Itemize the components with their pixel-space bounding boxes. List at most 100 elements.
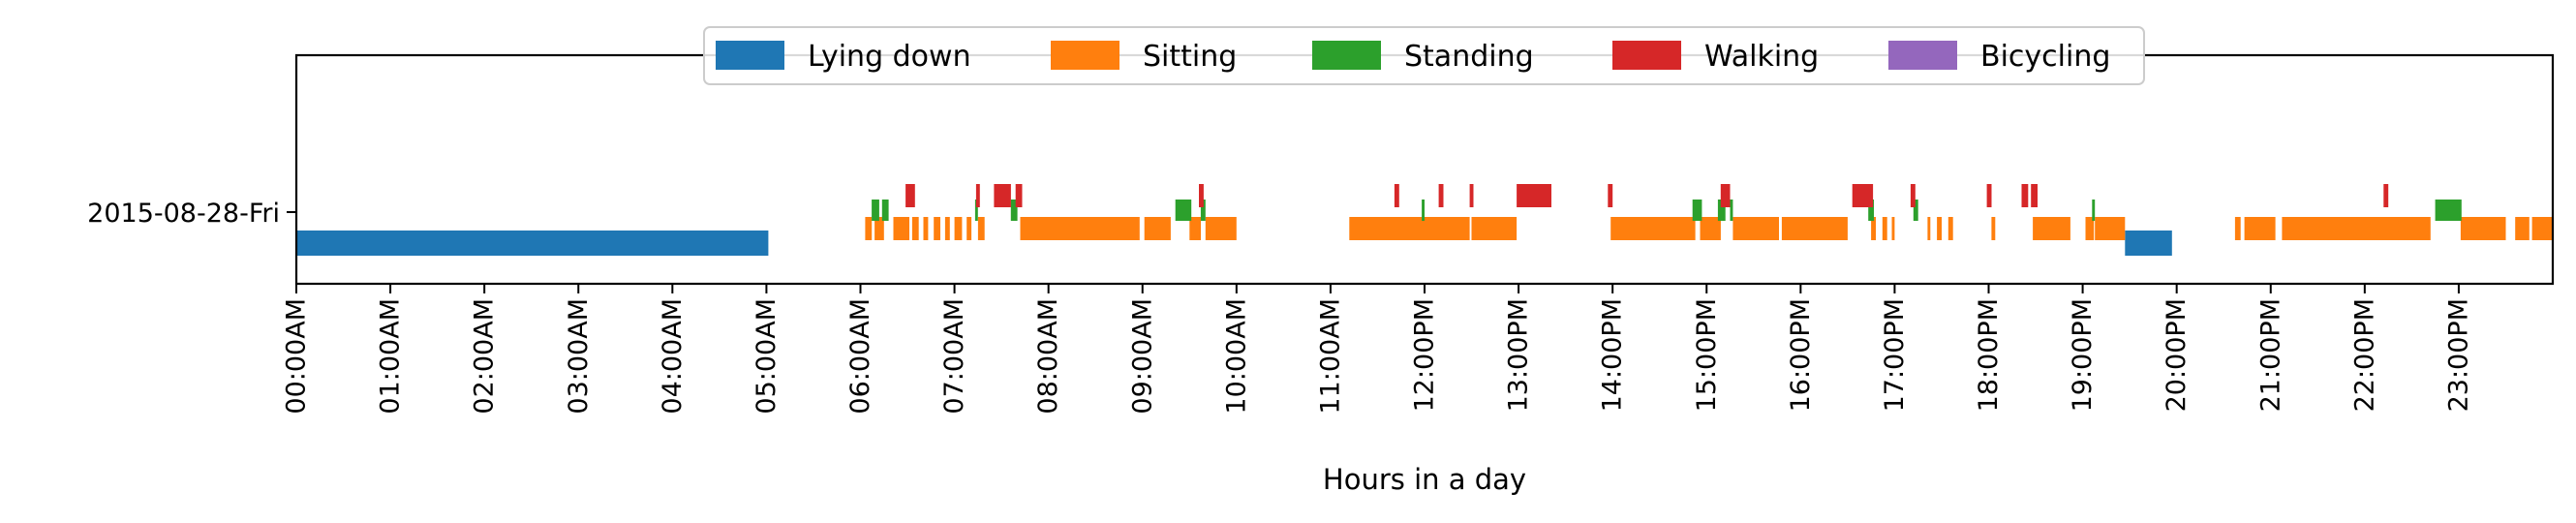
x-tick-label: 02:00AM — [470, 298, 500, 415]
x-tick-label: 10:00AM — [1221, 298, 1251, 415]
activity-bar-walking — [2383, 184, 2389, 207]
activity-bar-sitting — [2531, 217, 2553, 240]
x-tick-label: 03:00AM — [564, 298, 594, 415]
x-tick-label: 21:00PM — [2255, 298, 2285, 412]
activity-bar-walking — [994, 184, 1011, 207]
series-lying-down — [296, 231, 2172, 256]
x-tick-label: 12:00PM — [1410, 298, 1440, 412]
activity-bar-sitting — [1610, 217, 1696, 240]
activity-bar-sitting — [1349, 217, 1470, 240]
activity-bar-sitting — [865, 217, 873, 240]
activity-bar-sitting — [2234, 217, 2241, 240]
legend-label-sitting: Sitting — [1143, 40, 1237, 74]
activity-bar-sitting — [1882, 217, 1887, 240]
y-tick-label: 2015-08-28-Fri — [87, 199, 280, 229]
x-tick-label: 22:00PM — [2349, 298, 2379, 412]
activity-bar-standing — [1717, 200, 1726, 221]
x-tick-label: 01:00AM — [376, 298, 406, 415]
activity-bar-sitting — [1991, 217, 1996, 240]
x-tick-label: 15:00PM — [1692, 298, 1722, 412]
legend-swatch-lying-down — [716, 41, 784, 70]
activity-bar-sitting — [1937, 217, 1942, 240]
activity-bar-sitting — [2460, 217, 2506, 240]
x-tick-label: 19:00PM — [2068, 298, 2098, 412]
activity-bar-sitting — [874, 217, 884, 240]
x-tick-label: 07:00AM — [939, 298, 969, 415]
activity-bar-standing — [2435, 200, 2462, 221]
x-tick-label: 06:00AM — [845, 298, 875, 415]
series-sitting — [865, 217, 2553, 240]
activity-bar-standing — [881, 200, 889, 221]
activity-bar-standing — [1692, 200, 1702, 221]
activity-bar-sitting — [2282, 217, 2431, 240]
activity-bar-sitting — [1927, 217, 1931, 240]
x-tick-label: 18:00PM — [1974, 298, 2004, 412]
activity-bar-sitting — [1947, 217, 1953, 240]
y-axis-ticks: 2015-08-28-Fri — [87, 199, 296, 229]
activity-bar-walking — [1438, 184, 1444, 207]
series-walking — [905, 184, 2389, 207]
activity-bar-sitting — [893, 217, 909, 240]
activity-bar-sitting — [954, 217, 963, 240]
activity-bar-sitting — [1020, 217, 1140, 240]
activity-bar-standing — [1010, 200, 1018, 221]
activity-bar-standing — [1422, 200, 1425, 221]
activity-bar-standing — [2092, 200, 2096, 221]
activity-bar-lying-down — [2125, 231, 2172, 256]
activity-bar-standing — [1175, 200, 1192, 221]
activity-bar-walking — [1910, 184, 1916, 207]
legend-swatch-bicycling — [1888, 41, 1957, 70]
x-tick-label: 08:00AM — [1033, 298, 1063, 415]
activity-bar-standing — [1200, 200, 1206, 221]
activity-bar-standing — [872, 200, 879, 221]
activity-bar-sitting — [934, 217, 940, 240]
legend-swatch-standing — [1312, 41, 1381, 70]
x-tick-label: 04:00AM — [658, 298, 688, 415]
activity-bar-sitting — [2085, 217, 2095, 240]
activity-bar-sitting — [977, 217, 985, 240]
x-tick-label: 20:00PM — [2162, 298, 2192, 412]
activity-bar-walking — [1199, 184, 1204, 207]
activity-bar-sitting — [1471, 217, 1518, 240]
activity-bar-sitting — [2033, 217, 2070, 240]
legend-label-lying-down: Lying down — [808, 40, 971, 74]
activity-bar-sitting — [1700, 217, 1721, 240]
activity-bar-standing — [1868, 200, 1874, 221]
activity-bar-sitting — [1871, 217, 1876, 240]
activity-bar-sitting — [923, 217, 929, 240]
x-tick-label: 23:00PM — [2443, 298, 2473, 412]
x-tick-label: 09:00AM — [1127, 298, 1157, 415]
activity-bar-sitting — [911, 217, 919, 240]
activity-bar-walking — [1517, 184, 1551, 207]
legend-label-walking: Walking — [1704, 40, 1819, 74]
activity-bar-walking — [1469, 184, 1474, 207]
x-tick-label: 05:00AM — [751, 298, 782, 415]
activity-bar-walking — [1852, 184, 1874, 207]
activity-bar-walking — [1986, 184, 1992, 207]
legend-label-standing: Standing — [1404, 40, 1534, 74]
x-tick-label: 11:00AM — [1315, 298, 1345, 415]
x-tick-label: 17:00PM — [1880, 298, 1910, 412]
activity-bar-sitting — [1189, 217, 1201, 240]
x-tick-label: 16:00PM — [1786, 298, 1816, 412]
activity-bar-sitting — [1891, 217, 1895, 240]
activity-bar-walking — [2021, 184, 2029, 207]
activity-bar-standing — [974, 200, 978, 221]
legend: Lying down Sitting Standing Walking Bicyclin… — [703, 26, 2145, 85]
x-axis-ticks: 00:00AM 01:00AM 02:00AM 03:00AM 04:00AM 05:00… — [282, 284, 2473, 415]
activity-bar-walking — [1015, 184, 1023, 207]
activity-bar-walking — [1720, 184, 1731, 207]
x-tick-label: 13:00PM — [1504, 298, 1534, 412]
legend-swatch-walking — [1612, 41, 1681, 70]
activity-bar-sitting — [1733, 217, 1779, 240]
x-tick-label: 14:00PM — [1598, 298, 1628, 412]
x-tick-label: 00:00AM — [282, 298, 312, 415]
activity-bar-sitting — [2244, 217, 2276, 240]
activity-bar-standing — [1913, 200, 1918, 221]
activity-bar-sitting — [944, 217, 950, 240]
activity-bar-walking — [1394, 184, 1399, 207]
activity-bar-sitting — [966, 217, 972, 240]
activity-bar-sitting — [1781, 217, 1848, 240]
activity-bar-sitting — [2515, 217, 2530, 240]
